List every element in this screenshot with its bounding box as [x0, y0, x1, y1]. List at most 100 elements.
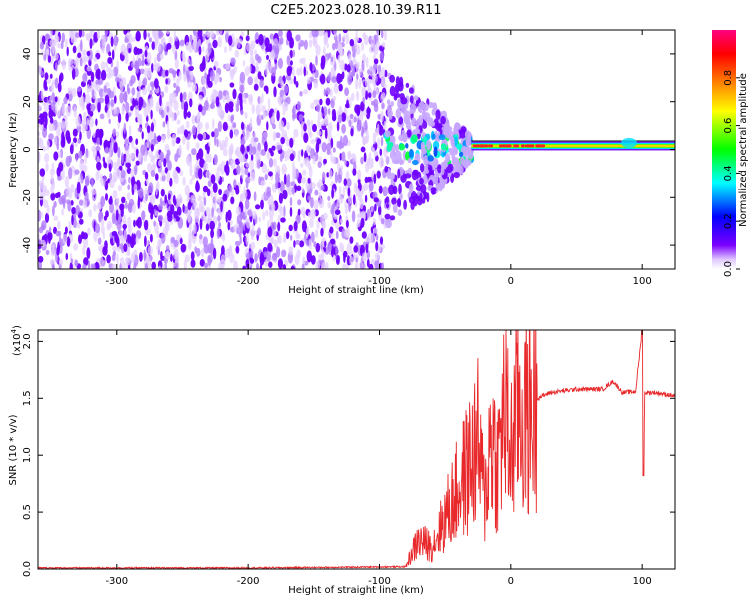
spectrogram-blob: [91, 145, 97, 153]
spectrogram-blob: [332, 30, 337, 35]
spectrogram-blob: [283, 173, 287, 185]
spectrogram-blob: [329, 88, 333, 98]
spectrogram-blob: [335, 245, 338, 257]
spectrogram-blob: [375, 234, 379, 241]
spectrogram-blob: [216, 166, 220, 173]
spectrogram-blob: [302, 169, 307, 176]
spectrogram-blob: [166, 30, 170, 35]
spectrogram-blob: [326, 172, 330, 178]
spectrogram-blob: [453, 172, 461, 179]
spectrogram-blob: [240, 144, 245, 155]
spectrogram-blob: [258, 216, 262, 223]
spectrogram-blob: [261, 193, 265, 201]
spectrogram-blob: [348, 53, 352, 64]
spectrogram-blob: [195, 180, 199, 192]
spectrogram-blob: [105, 61, 109, 68]
spectrogram-blob: [54, 53, 59, 61]
spectrogram-blob: [174, 58, 179, 69]
spectrogram-blob: [40, 239, 46, 247]
spectrogram-blob: [109, 172, 113, 181]
spectrogram-blob: [82, 73, 88, 83]
spectrogram-blob: [395, 144, 400, 152]
spectrogram-blob: [86, 247, 91, 260]
spectrogram-blob: [342, 34, 346, 40]
spectrogram-blob: [135, 30, 141, 42]
spectrogram-blob: [291, 66, 295, 77]
spectrogram-blob: [319, 73, 326, 85]
spectrogram-x-ticks: -300 -200 -100 0 100: [105, 30, 652, 287]
spectrogram-blob: [344, 205, 348, 215]
spectrogram-blob: [397, 168, 401, 179]
spectrogram-blob: [373, 98, 379, 108]
x-tick-label: 100: [633, 276, 652, 287]
spectrogram-blob: [189, 98, 193, 108]
spectrogram-blob: [125, 101, 130, 113]
spectrogram-blob: [360, 62, 365, 73]
spectrogram-blob: [393, 92, 401, 99]
spectrogram-blob: [166, 127, 171, 140]
spectrogram-blob: [137, 197, 140, 209]
spectrogram-blob: [246, 42, 251, 52]
spectrogram-blob: [358, 78, 362, 90]
spectrogram-blob: [191, 114, 196, 125]
spectrogram-blob: [384, 130, 391, 138]
spectrogram-blob: [369, 180, 374, 192]
spectrogram-blob: [338, 186, 342, 197]
spectrogram-blob: [301, 186, 304, 194]
spectrogram-blob: [107, 57, 113, 64]
spectrogram-blob: [104, 30, 108, 36]
spectrogram-blob: [61, 194, 67, 205]
spectrogram-blob: [361, 129, 364, 138]
spectrogram-blob: [70, 258, 74, 264]
spectrogram-blob: [216, 197, 223, 203]
spectrogram-blob: [43, 79, 47, 90]
x-tick-label: 0: [508, 276, 514, 287]
spectrogram-blob: [61, 103, 66, 115]
spectrogram-blob: [296, 185, 302, 192]
spectrogram-blob: [185, 120, 190, 129]
spectrogram-blob: [279, 153, 283, 162]
spectrogram-blob: [222, 233, 226, 243]
spectrogram-blob: [336, 73, 342, 84]
spectrogram-blob: [358, 211, 363, 218]
spectrogram-blob: [247, 208, 253, 217]
spectrogram-blob: [467, 131, 472, 140]
spectrogram-blob: [302, 89, 309, 95]
spectrogram-blob: [279, 180, 285, 193]
spectrogram-blob: [233, 224, 237, 233]
spectrogram-blob: [339, 218, 344, 224]
spectrogram-blob: [173, 112, 177, 121]
spectrogram-blob: [239, 71, 246, 84]
spectrogram-blob: [276, 246, 281, 258]
spectrogram-blob: [212, 247, 217, 260]
spectrogram-blob: [165, 78, 168, 85]
spectrogram-blob: [411, 134, 418, 143]
spectrogram-blob: [164, 221, 170, 228]
spectrogram-blob: [337, 160, 340, 172]
spectrogram-blob: [312, 36, 316, 47]
spectrogram-blob: [176, 234, 181, 241]
spectrogram-blob: [310, 255, 316, 265]
colorbar-label: Normalized spectral amplitude: [738, 73, 749, 227]
spectrogram-blob: [186, 190, 190, 203]
spectrogram-blob: [82, 236, 89, 249]
spectrogram-blob: [373, 63, 378, 71]
spectrogram-blob: [296, 67, 301, 76]
spectrogram-blob: [186, 212, 191, 223]
spectrogram-blob: [110, 99, 115, 107]
spectrogram-blob: [273, 158, 277, 167]
spectrogram-blob: [253, 191, 257, 202]
spectrogram-blob: [219, 105, 223, 112]
spectrogram-blob: [57, 109, 61, 118]
spectrogram-blob: [173, 100, 179, 111]
spectrogram-blob: [180, 243, 186, 253]
spectrogram-blob: [57, 82, 62, 93]
spectrogram-blob: [101, 35, 105, 47]
spectrogram-blob: [100, 195, 106, 208]
spectrogram-blob: [182, 176, 186, 186]
spectrogram-blob: [357, 169, 362, 180]
spectrogram-blob: [93, 56, 98, 63]
spectrogram-blob: [222, 90, 227, 96]
spectrogram-blob: [289, 153, 295, 162]
snr-y-multiplier-exp: 4: [10, 328, 18, 333]
